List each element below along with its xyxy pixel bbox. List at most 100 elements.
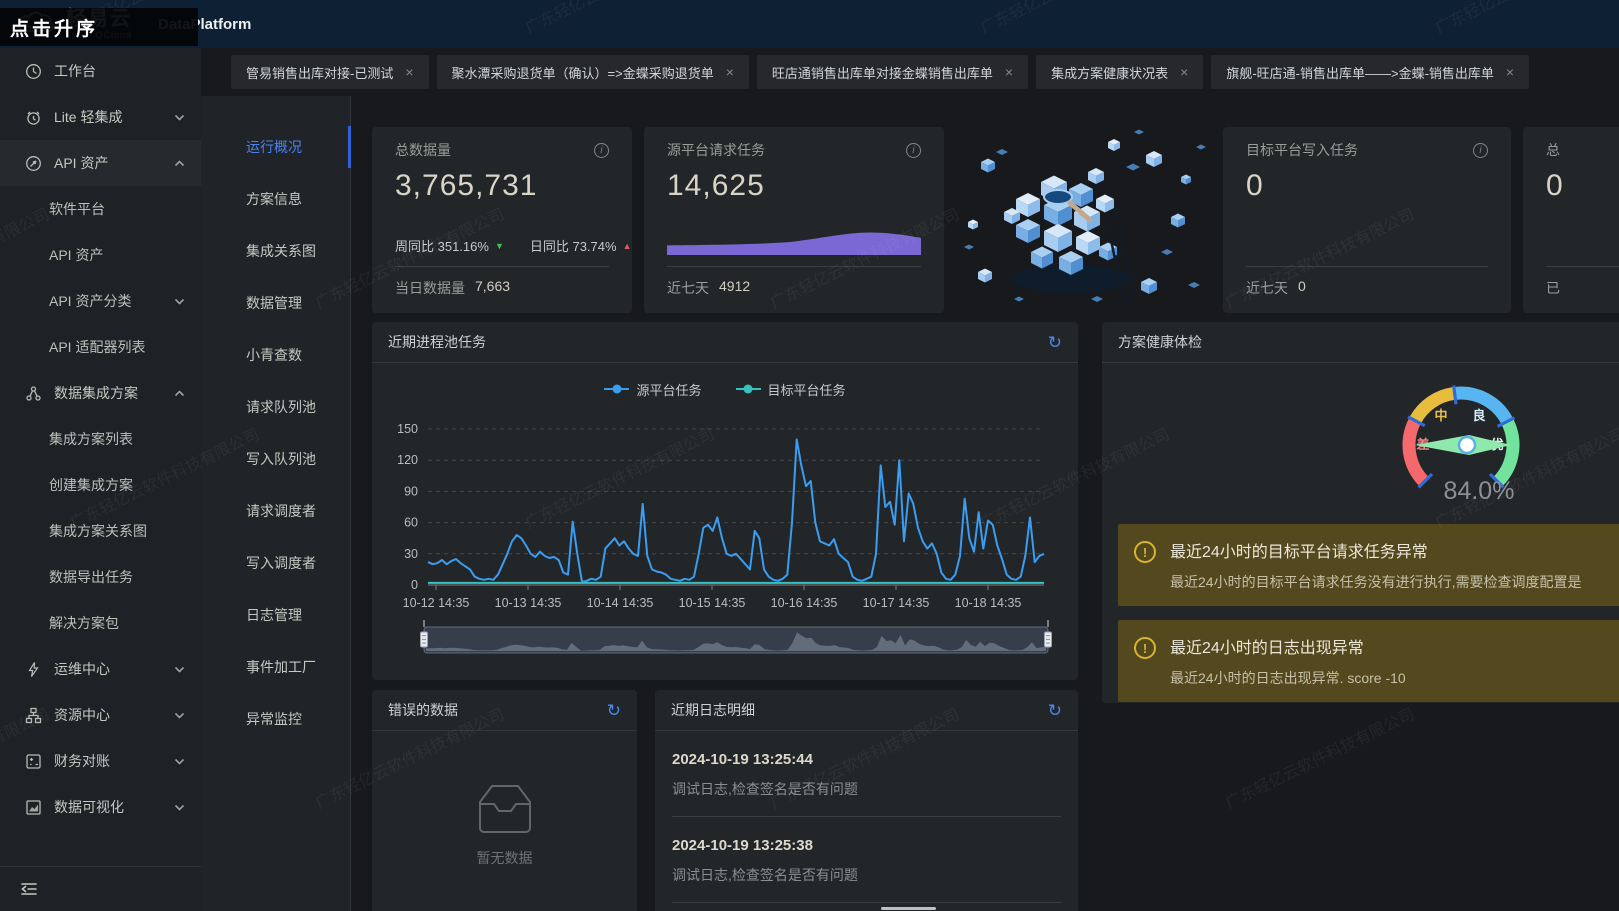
secondary-nav-item-11[interactable]: 异常监控 xyxy=(201,693,350,745)
sidebar-item-3[interactable]: 数据集成方案 xyxy=(0,370,201,416)
log-desc: 调试日志,检查签名是否有问题 xyxy=(672,781,858,797)
warning-icon: ! xyxy=(1134,541,1156,563)
sidebar-subitem-label: API 适配器列表 xyxy=(49,339,146,355)
svg-text:84.0%: 84.0% xyxy=(1444,477,1515,505)
close-icon[interactable]: × xyxy=(1004,64,1014,80)
resource-icon xyxy=(25,707,42,724)
stat-label: 目标平台写入任务 xyxy=(1246,142,1358,158)
secondary-nav-label: 日志管理 xyxy=(246,607,302,623)
stat-footer-label: 当日数据量 xyxy=(395,280,465,296)
secondary-nav-label: 事件加工厂 xyxy=(246,659,316,675)
brush-handle[interactable] xyxy=(420,631,428,648)
sidebar-subitem-2-2[interactable]: API 资产分类 xyxy=(0,278,201,324)
stat-value: 14,625 xyxy=(667,169,765,202)
brush-handle[interactable] xyxy=(1044,631,1052,648)
secondary-nav-label: 异常监控 xyxy=(246,711,302,727)
log-time: 2024-10-19 13:25:38 xyxy=(672,837,813,854)
secondary-nav-item-7[interactable]: 请求调度者 xyxy=(201,485,350,537)
sidebar-subitem-3-3[interactable]: 数据导出任务 xyxy=(0,554,201,600)
legend-item-1[interactable]: 目标平台任务 xyxy=(735,380,846,399)
close-icon[interactable]: × xyxy=(405,64,414,80)
stat-footer-value: 0 xyxy=(1298,278,1306,294)
secondary-nav-item-2[interactable]: 集成关系图 xyxy=(201,225,350,277)
sidebar-subitem-2-3[interactable]: API 适配器列表 xyxy=(0,324,201,370)
secondary-nav-item-0[interactable]: 运行概况 xyxy=(201,121,351,173)
svg-text:30: 30 xyxy=(404,547,418,561)
health-check-card: 方案健康体检 差中良优84.0% !最近24小时的目标平台请求任务异常最近24小… xyxy=(1102,322,1619,703)
secondary-nav-item-4[interactable]: 小青查数 xyxy=(201,329,350,381)
line-chart: 0 30 60 90 120 150 10-12 14:35 10-13 14:35 10-14… xyxy=(372,399,1078,663)
sidebar-item-5[interactable]: 资源中心 xyxy=(0,692,201,738)
log-desc: 调试日志,检查签名是否有问题 xyxy=(672,867,858,883)
sidebar-item-7[interactable]: 数据可视化 xyxy=(0,784,201,830)
collapse-sidebar-icon[interactable] xyxy=(20,881,38,897)
info-icon[interactable]: i xyxy=(1473,142,1488,158)
sidebar-subitem-2-0[interactable]: 软件平台 xyxy=(0,186,201,232)
sidebar-item-label: 数据可视化 xyxy=(54,799,124,815)
close-icon[interactable]: × xyxy=(725,64,734,80)
finance-icon xyxy=(25,753,42,770)
sort-tooltip: 点击升序 xyxy=(0,8,198,46)
secondary-nav-label: 请求队列池 xyxy=(246,399,316,415)
secondary-nav-item-8[interactable]: 写入调度者 xyxy=(201,537,350,589)
sidebar-item-0[interactable]: 工作台 xyxy=(0,48,201,94)
ops-icon xyxy=(25,661,42,678)
alert-title: 最近24小时的日志出现异常 xyxy=(1170,640,1364,657)
stat-footer-value: 7,663 xyxy=(475,278,511,294)
sidebar-subitem-2-1[interactable]: API 资产 xyxy=(0,232,201,278)
secondary-nav-item-6[interactable]: 写入队列池 xyxy=(201,433,350,485)
sidebar-subitem-3-2[interactable]: 集成方案关系图 xyxy=(0,508,201,554)
stat-label: 总 xyxy=(1546,142,1560,158)
tab-0[interactable]: 管易销售出库对接-已测试 × xyxy=(231,55,429,89)
alert-list: ! 最近24小时的目标平台请求任务异常 最近24小时的目标平台请求任务没有进行执行,… xyxy=(1102,524,1619,702)
trend-0: 周同比 351.16% ▼ xyxy=(395,239,504,254)
chevron-down-icon xyxy=(174,804,185,811)
chevron-down-icon xyxy=(174,712,185,719)
secondary-nav-item-3[interactable]: 数据管理 xyxy=(201,277,350,329)
stat-value: 0 xyxy=(1546,169,1564,202)
refresh-icon[interactable]: ↻ xyxy=(1047,700,1062,720)
warning-icon: ! xyxy=(1134,637,1156,659)
alert-0: ! 最近24小时的目标平台请求任务异常 最近24小时的目标平台请求任务没有进行执行,… xyxy=(1118,524,1619,606)
close-icon[interactable]: × xyxy=(1180,64,1189,80)
secondary-nav-item-1[interactable]: 方案信息 xyxy=(201,173,350,225)
tab-label: 旺店通销售出库单对接金蝶销售出库单 xyxy=(771,65,993,81)
svg-text:10-15 14:35: 10-15 14:35 xyxy=(679,596,746,610)
sidebar-item-2[interactable]: API 资产 xyxy=(0,140,201,186)
stat-card-2: 目标平台写入任务 i 0 近七天 0 xyxy=(1223,127,1511,313)
svg-text:10-17 14:35: 10-17 14:35 xyxy=(863,596,930,610)
triangle-up-icon: ▲ xyxy=(622,240,632,251)
sidebar-item-label: 运维中心 xyxy=(54,661,110,677)
close-icon[interactable]: × xyxy=(1505,64,1515,80)
tab-3[interactable]: 集成方案健康状况表 × xyxy=(1036,55,1204,89)
process-pool-title: 近期进程池任务 xyxy=(388,334,486,350)
tab-2[interactable]: 旺店通销售出库单对接金蝶销售出库单 × xyxy=(756,55,1029,89)
svg-text:10-18 14:35: 10-18 14:35 xyxy=(955,596,1022,610)
svg-text:10-12 14:35: 10-12 14:35 xyxy=(403,596,470,610)
error-data-card: 错误的数据 ↻ xyxy=(372,690,637,911)
sidebar-subitem-3-4[interactable]: 解决方案包 xyxy=(0,600,201,646)
tab-label: 聚水潭采购退货单（确认）=>金蝶采购退货单 xyxy=(451,65,714,81)
sidebar-subitem-label: 数据导出任务 xyxy=(49,569,133,585)
legend-item-0[interactable]: 源平台任务 xyxy=(604,380,702,399)
tab-bar: 管易销售出库对接-已测试 × 聚水潭采购退货单（确认）=>金蝶采购退货单 × 旺店通销售… xyxy=(201,48,1619,96)
refresh-icon[interactable]: ↻ xyxy=(1047,332,1062,352)
sidebar-item-4[interactable]: 运维中心 xyxy=(0,646,201,692)
recent-logs-title: 近期日志明细 xyxy=(671,702,755,718)
sidebar-subitem-3-0[interactable]: 集成方案列表 xyxy=(0,416,201,462)
main-content: 总数据量 i 3,765,731 周同比 351.16% ▼ 日同比 73.74% ▲ 当… xyxy=(351,96,1619,911)
secondary-nav-item-5[interactable]: 请求队列池 xyxy=(201,381,350,433)
secondary-nav-item-10[interactable]: 事件加工厂 xyxy=(201,641,350,693)
refresh-icon[interactable]: ↻ xyxy=(606,700,621,720)
tab-1[interactable]: 聚水潭采购退货单（确认）=>金蝶采购退货单 × xyxy=(436,55,749,89)
info-icon[interactable]: i xyxy=(594,142,609,158)
sidebar-subitem-3-1[interactable]: 创建集成方案 xyxy=(0,462,201,508)
empty-box-icon xyxy=(468,780,542,836)
tab-4[interactable]: 旗舰-旺店通-销售出库单——>金蝶-销售出库单 × xyxy=(1211,55,1530,89)
sidebar-item-1[interactable]: Lite 轻集成 xyxy=(0,94,201,140)
sidebar-item-6[interactable]: 财务对账 xyxy=(0,738,201,784)
secondary-nav-item-9[interactable]: 日志管理 xyxy=(201,589,350,641)
info-icon[interactable]: i xyxy=(906,142,921,158)
scrollbar-thumb[interactable] xyxy=(881,907,936,910)
